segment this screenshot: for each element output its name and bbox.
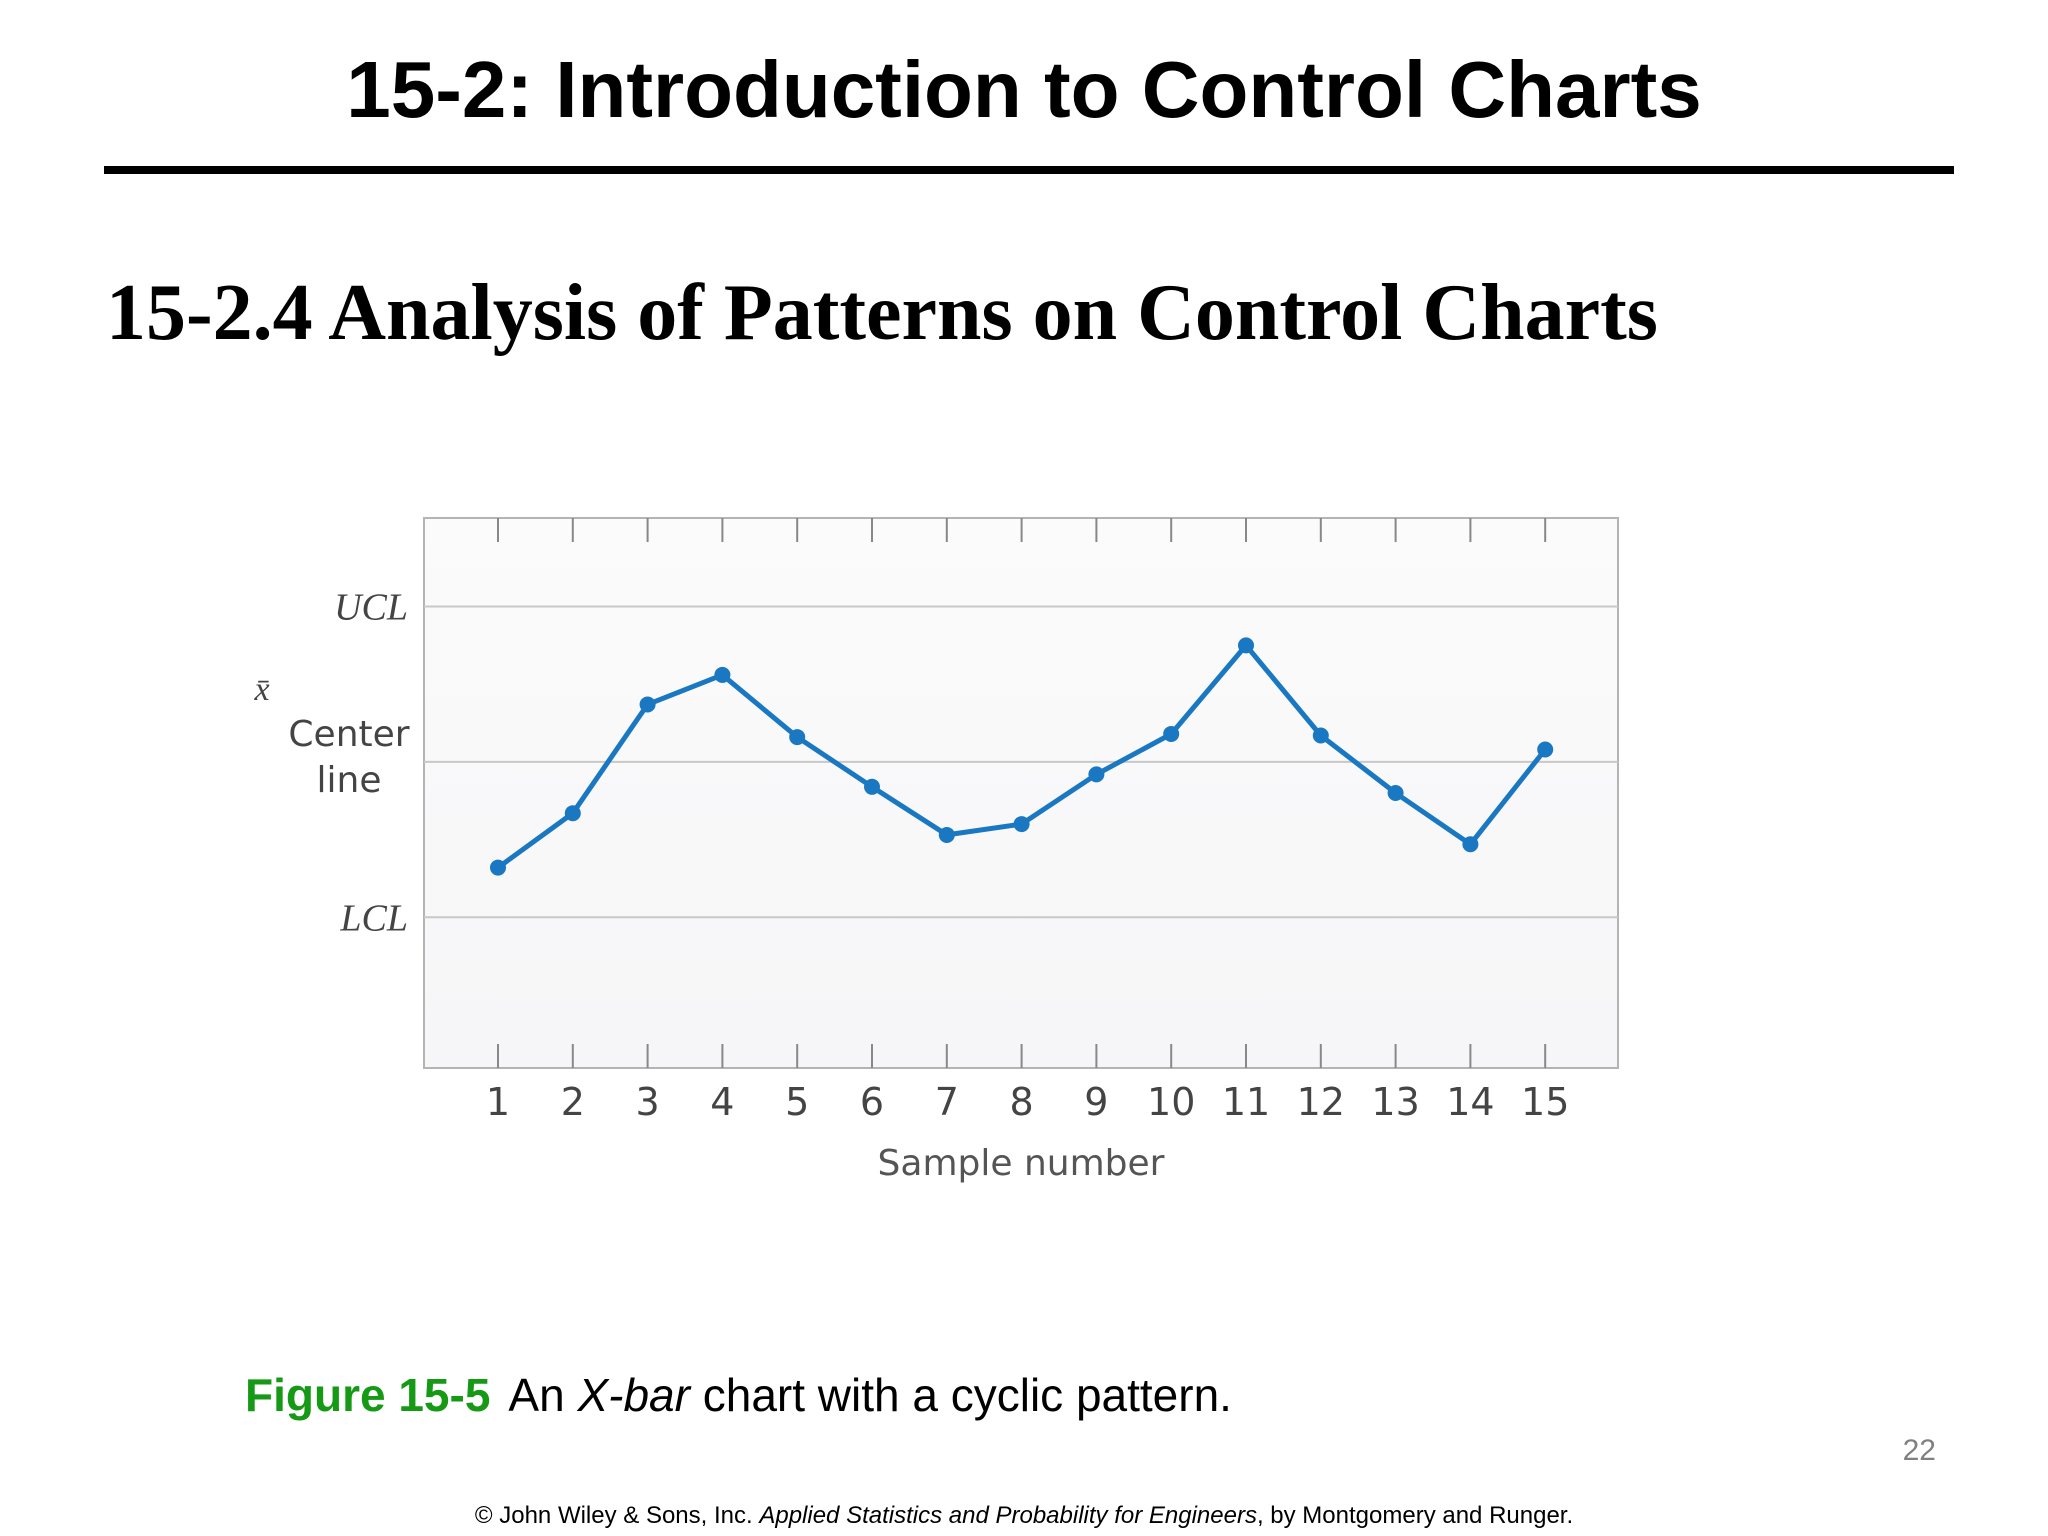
- control-line-label-0: UCL: [334, 587, 408, 629]
- data-point-12: [1312, 727, 1329, 744]
- x-tick-label: 14: [1446, 1080, 1494, 1124]
- x-tick-label: 9: [1084, 1080, 1108, 1124]
- x-tick-label: 10: [1147, 1080, 1195, 1124]
- data-point-1: [490, 859, 506, 876]
- x-axis-label: Sample number: [878, 1143, 1165, 1184]
- data-point-3: [639, 696, 656, 713]
- data-point-9: [1088, 766, 1105, 783]
- data-point-15: [1537, 741, 1554, 758]
- caption-text-before: An: [508, 1369, 565, 1421]
- data-point-10: [1163, 725, 1180, 742]
- x-tick-label: 12: [1297, 1080, 1345, 1124]
- x-tick-label: 13: [1371, 1080, 1419, 1124]
- footer-credit: © John Wiley & Sons, Inc. Applied Statis…: [0, 1502, 2048, 1530]
- figure-label: Figure 15-5: [245, 1369, 491, 1421]
- plot-area: [423, 517, 1619, 1069]
- data-point-4: [714, 666, 731, 683]
- data-point-5: [789, 729, 806, 746]
- control-line-labels: UCL Center line LCL: [288, 587, 409, 940]
- title-rule: [104, 166, 1954, 174]
- figure-caption: Figure 15-5 An X-bar chart with a cyclic …: [245, 1368, 1232, 1422]
- x-tick-label: 11: [1222, 1080, 1270, 1124]
- y-axis-label: x̄: [253, 671, 269, 708]
- data-point-8: [1013, 816, 1030, 833]
- x-ticks: [497, 518, 1547, 1068]
- data-point-2: [564, 805, 581, 822]
- control-lines: [424, 605, 1618, 919]
- x-tick-label: 8: [1010, 1080, 1034, 1124]
- x-tick-label: 3: [636, 1080, 660, 1124]
- x-tick-label: 6: [860, 1080, 884, 1124]
- caption-text-after: chart with a cyclic pattern.: [702, 1369, 1232, 1421]
- footer-book-title: Applied Statistics and Probability for E…: [759, 1502, 1257, 1529]
- footer-prefix: © John Wiley & Sons, Inc.: [474, 1502, 753, 1529]
- data-point-14: [1462, 836, 1479, 853]
- x-tick-labels: 1 2 3 4 5 6 7 8 9 10 11 12 13 14 15: [486, 1080, 1569, 1124]
- slide-title: 15-2: Introduction to Control Charts: [346, 45, 1702, 134]
- x-tick-label: 1: [486, 1080, 510, 1124]
- caption-italic-term: X-bar: [577, 1369, 690, 1421]
- x-tick-label: 5: [785, 1080, 809, 1124]
- control-line-label-1: Center line: [288, 714, 409, 801]
- data-point-11: [1238, 637, 1254, 654]
- series-points: [490, 637, 1554, 876]
- control-line-label-2: LCL: [339, 897, 408, 939]
- section-heading: 15-2.4 Analysis of Patterns on Control C…: [106, 269, 1658, 357]
- footer-suffix: , by Montgomery and Runger.: [1256, 1502, 1574, 1529]
- x-tick-label: 2: [561, 1080, 585, 1124]
- data-point-6: [864, 778, 880, 795]
- x-tick-label: 15: [1521, 1080, 1569, 1124]
- x-tick-label: 7: [935, 1080, 959, 1124]
- x-tick-label: 4: [710, 1080, 734, 1124]
- data-point-13: [1387, 785, 1404, 801]
- data-point-7: [938, 826, 955, 843]
- page-number: 22: [1902, 1434, 1936, 1467]
